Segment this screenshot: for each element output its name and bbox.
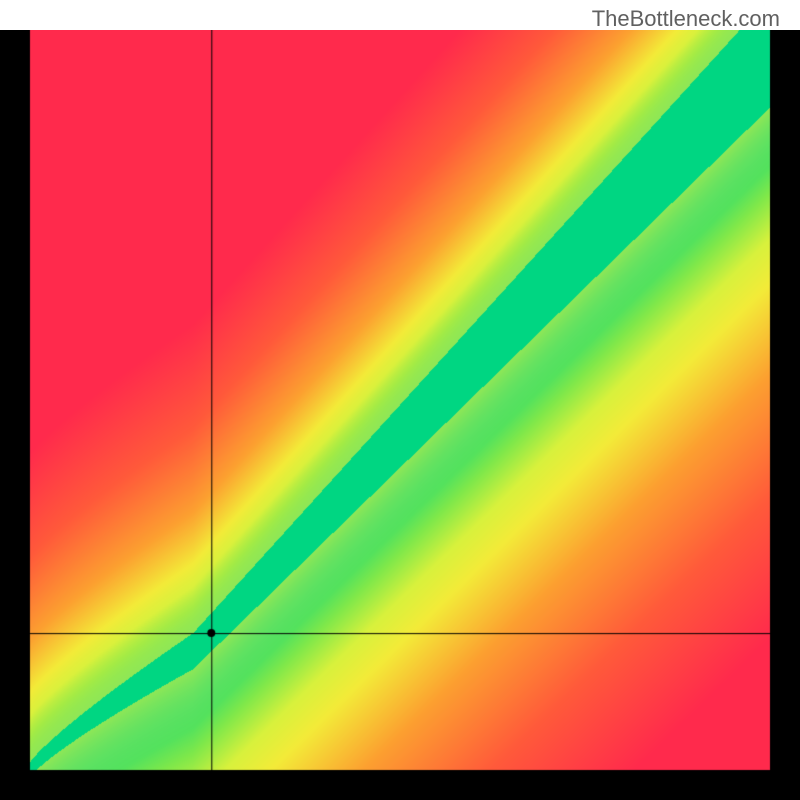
bottleneck-heatmap [0,30,800,800]
chart-container: TheBottleneck.com [0,0,800,800]
watermark-text: TheBottleneck.com [592,6,780,32]
